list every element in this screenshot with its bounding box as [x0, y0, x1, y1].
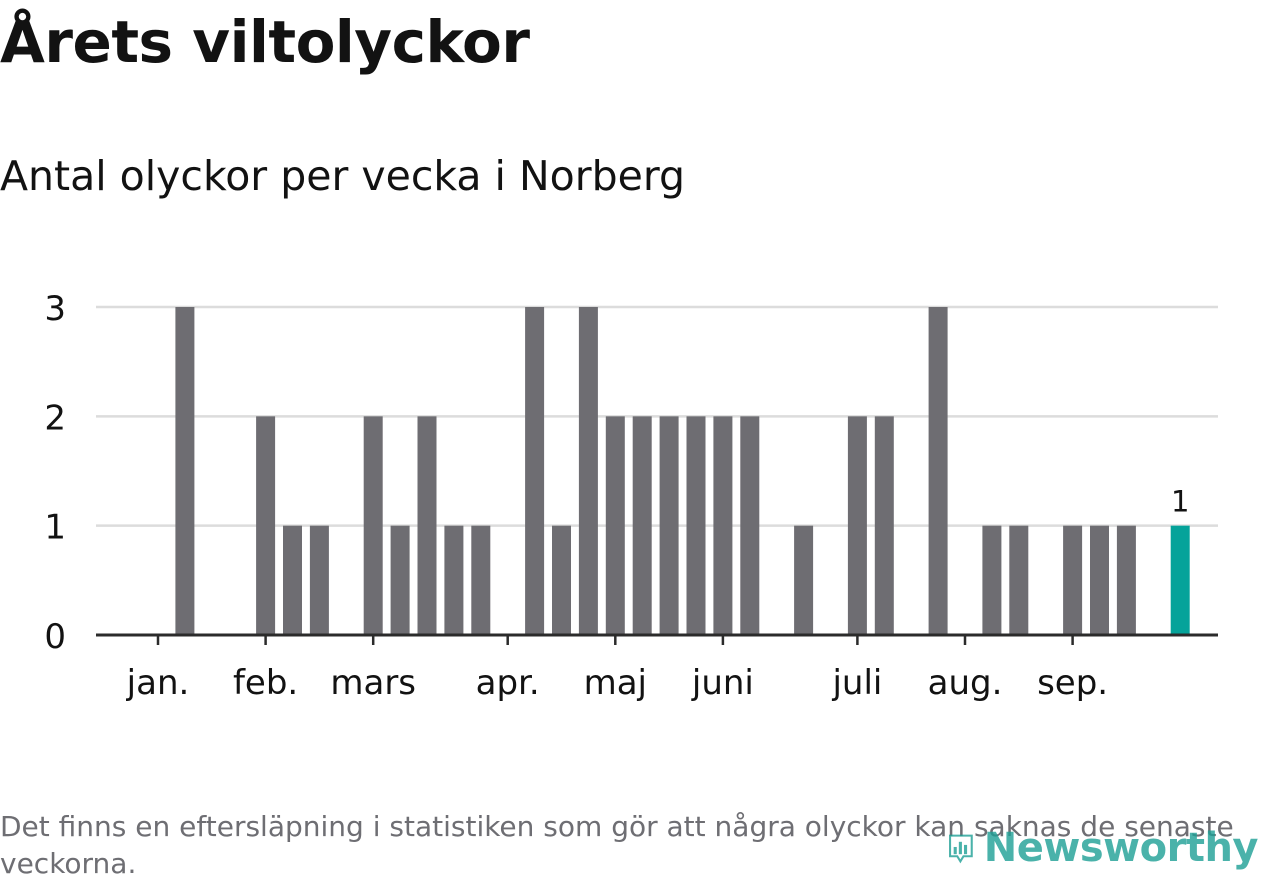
- x-tick-label: juli: [831, 663, 882, 703]
- chart-subtitle: Antal olyckor per vecka i Norberg: [0, 152, 685, 200]
- footnote: Det finns en eftersläpning i statistiken…: [0, 810, 1234, 879]
- bar-chart-logo-icon: [949, 834, 973, 864]
- bar: [525, 307, 545, 635]
- bar: [982, 525, 1002, 635]
- bar: [632, 416, 652, 635]
- bar: [175, 307, 195, 635]
- bar: [1009, 525, 1029, 635]
- newsworthy-logo[interactable]: Newsworthy: [948, 818, 1259, 878]
- x-tick-label: juni: [691, 663, 754, 703]
- bar: [874, 416, 894, 635]
- bar: [794, 525, 814, 635]
- x-tick-label: jan.: [126, 663, 190, 703]
- bar: [390, 525, 410, 635]
- x-tick-label: feb.: [233, 663, 298, 703]
- x-tick-label: maj: [584, 663, 647, 703]
- bar: [1063, 525, 1083, 635]
- bar: [1116, 525, 1136, 635]
- highlight-value-label: 1: [1171, 485, 1189, 519]
- bar: [552, 525, 571, 635]
- bar: [659, 416, 679, 635]
- bar: [417, 416, 437, 635]
- logo-text: Newsworthy: [983, 825, 1259, 871]
- x-tick-label: mars: [330, 663, 416, 703]
- bar-highlight: [1170, 525, 1190, 635]
- bar: [847, 416, 867, 635]
- bar: [1090, 525, 1109, 635]
- bar: [578, 307, 598, 635]
- y-tick-label: 3: [44, 289, 66, 329]
- bar: [363, 416, 383, 635]
- y-tick-label: 0: [44, 617, 66, 657]
- bar: [471, 525, 491, 635]
- bar: [256, 416, 276, 635]
- bar: [283, 525, 302, 635]
- y-tick-label: 1: [44, 508, 66, 548]
- x-tick-label: sep.: [1037, 663, 1108, 703]
- y-tick-label: 2: [44, 398, 66, 438]
- x-tick-label: aug.: [928, 663, 1003, 703]
- bar: [740, 416, 760, 635]
- bar: [444, 525, 464, 635]
- x-tick-label: apr.: [476, 663, 540, 703]
- bar: [713, 416, 733, 635]
- bar: [928, 307, 948, 635]
- bar: [605, 416, 625, 635]
- bar: [686, 416, 706, 635]
- chart-title: Årets viltolyckor: [0, 8, 530, 76]
- bar: [309, 525, 329, 635]
